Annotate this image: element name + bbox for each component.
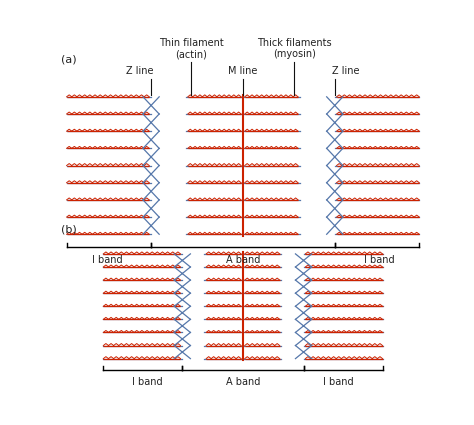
Text: M line: M line bbox=[228, 65, 257, 76]
Text: A band: A band bbox=[226, 255, 260, 264]
Text: Z line: Z line bbox=[332, 65, 360, 76]
Text: A band: A band bbox=[226, 377, 260, 387]
Text: I band: I band bbox=[323, 377, 354, 387]
Text: I band: I band bbox=[91, 255, 122, 264]
Text: (b): (b) bbox=[61, 224, 77, 235]
Text: (a): (a) bbox=[61, 54, 77, 64]
Text: Thick filaments
(myosin): Thick filaments (myosin) bbox=[257, 37, 332, 59]
Text: I band: I band bbox=[364, 255, 394, 264]
Text: Thin filament
(actin): Thin filament (actin) bbox=[159, 37, 224, 59]
Text: I band: I band bbox=[132, 377, 163, 387]
Text: Z line: Z line bbox=[126, 65, 154, 76]
